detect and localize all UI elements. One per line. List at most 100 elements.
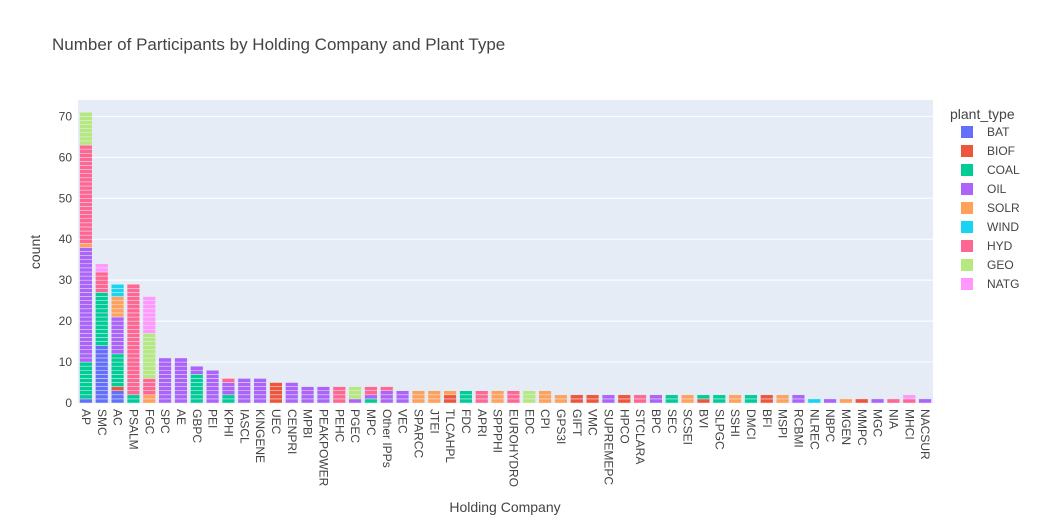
bar-segment[interactable] [380,390,394,396]
bar-segment[interactable] [760,394,774,400]
bar-segment[interactable] [95,304,109,310]
bar-segment[interactable] [111,378,125,383]
bar-segment[interactable] [776,394,790,400]
bar-segment[interactable] [776,398,790,404]
bar-segment[interactable] [79,369,93,375]
bar-segment[interactable] [126,353,141,359]
bar-segment[interactable] [332,398,346,404]
bar-segment[interactable] [95,333,109,338]
bar-segment[interactable] [111,398,125,404]
bar-segment[interactable] [681,394,695,400]
bar-segment[interactable] [221,398,236,404]
bar-segment[interactable] [158,361,172,367]
bar-segment[interactable] [237,394,251,400]
bar-segment[interactable] [871,398,885,404]
bar-segment[interactable] [95,369,109,375]
legend-swatch[interactable] [961,240,973,252]
bar-segment[interactable] [95,288,109,293]
bar-segment[interactable] [79,230,93,236]
bar-segment[interactable] [237,390,251,396]
legend-item-label[interactable]: NATG [987,277,1019,291]
bar-segment[interactable] [902,398,916,404]
bar-segment[interactable] [158,369,172,375]
bar-segment[interactable] [142,378,156,383]
bar-segment[interactable] [79,349,93,355]
bar-segment[interactable] [174,386,188,391]
bar-segment[interactable] [158,398,172,404]
bar-segment[interactable] [221,382,236,387]
legend-item-label[interactable]: COAL [987,163,1020,177]
bar-segment[interactable] [221,394,236,400]
bar-segment[interactable] [79,247,93,252]
bar-segment[interactable] [126,304,141,310]
bar-segment[interactable] [728,398,742,404]
bar-segment[interactable] [111,353,125,359]
bar-segment[interactable] [79,386,93,391]
bar-segment[interactable] [142,316,156,322]
bar-segment[interactable] [744,394,758,400]
bar-segment[interactable] [459,394,473,400]
bar-segment[interactable] [95,267,109,273]
legend-swatch[interactable] [961,145,973,157]
bar-segment[interactable] [79,300,93,305]
bar-segment[interactable] [79,345,93,351]
bar-segment[interactable] [142,357,156,363]
bar-segment[interactable] [79,140,93,146]
bar-segment[interactable] [79,165,93,170]
bar-segment[interactable] [126,292,141,297]
bar-segment[interactable] [79,189,93,195]
bar-segment[interactable] [111,333,125,338]
bar-segment[interactable] [728,394,742,400]
bar-segment[interactable] [142,333,156,338]
bar-segment[interactable] [617,398,631,404]
bar-segment[interactable] [380,394,394,400]
bar-segment[interactable] [285,398,299,404]
bar-segment[interactable] [301,386,315,391]
bar-segment[interactable] [79,132,93,138]
bar-segment[interactable] [491,394,505,400]
bar-segment[interactable] [221,390,236,396]
bar-segment[interactable] [79,361,93,367]
bar-segment[interactable] [126,312,141,318]
bar-segment[interactable] [79,210,93,215]
bar-segment[interactable] [95,279,109,285]
bar-segment[interactable] [301,390,315,396]
bar-segment[interactable] [79,157,93,162]
bar-segment[interactable] [206,382,220,387]
bar-segment[interactable] [95,394,109,400]
bar-segment[interactable] [586,394,600,400]
bar-segment[interactable] [174,398,188,404]
bar-segment[interactable] [158,390,172,396]
legend-swatch[interactable] [961,164,973,176]
bar-segment[interactable] [253,390,267,396]
bar-segment[interactable] [79,292,93,297]
bar-segment[interactable] [237,382,251,387]
bar-segment[interactable] [126,349,141,355]
bar-segment[interactable] [791,394,806,400]
bar-segment[interactable] [111,284,125,289]
bar-segment[interactable] [79,390,93,396]
bar-segment[interactable] [427,390,441,396]
bar-segment[interactable] [142,320,156,326]
bar-segment[interactable] [79,112,93,117]
bar-segment[interactable] [142,374,156,379]
bar-segment[interactable] [79,284,93,289]
bar-segment[interactable] [348,386,362,391]
bar-segment[interactable] [79,202,93,207]
bar-segment[interactable] [253,378,267,383]
bar-segment[interactable] [348,398,362,404]
legend-swatch[interactable] [961,278,973,290]
bar-segment[interactable] [459,390,473,396]
bar-segment[interactable] [427,398,441,404]
bar-segment[interactable] [95,398,109,404]
bar-segment[interactable] [570,398,584,404]
bar-segment[interactable] [443,390,457,396]
bar-segment[interactable] [79,271,93,277]
bar-segment[interactable] [158,386,172,391]
bar-segment[interactable] [301,394,315,400]
bar-segment[interactable] [712,394,726,400]
legend-item-label[interactable]: OIL [987,182,1007,196]
bar-segment[interactable] [601,398,616,404]
bar-segment[interactable] [79,214,93,219]
bar-segment[interactable] [111,365,125,371]
